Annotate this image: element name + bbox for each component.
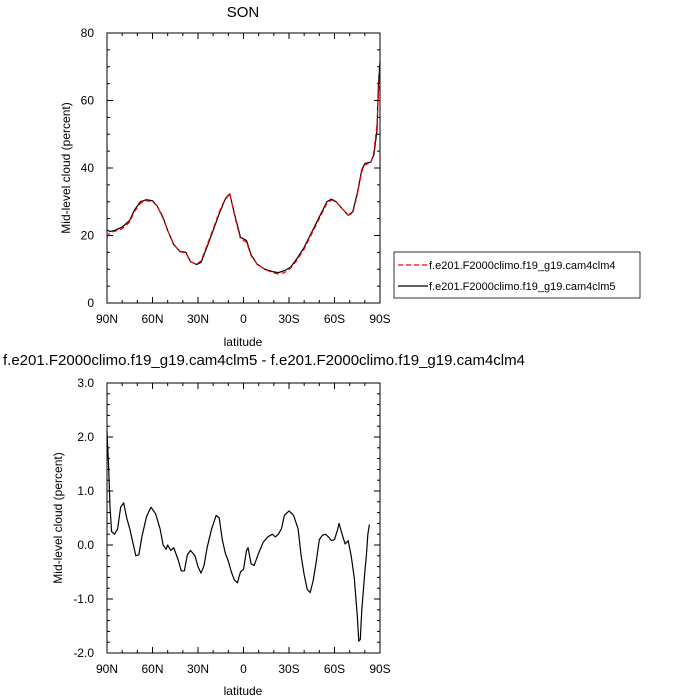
- top-panel: SON 90N 60N 30N 0 30S 60S 90S 0 20 40 60 80 latitu…: [59, 4, 391, 349]
- y-tick-label: 20: [81, 229, 95, 243]
- y-tick-label: -2.0: [73, 646, 94, 660]
- y-tick-label: 40: [81, 161, 95, 175]
- y-tick-label: 1.0: [77, 484, 94, 498]
- legend: f.e201.F2000climo.f19_g19.cam4clm4 f.e20…: [393, 251, 641, 299]
- legend-label-cam4clm5: f.e201.F2000climo.f19_g19.cam4clm5: [429, 281, 616, 293]
- y-tick-label: 3.0: [77, 376, 94, 390]
- x-tick-label: 90N: [96, 662, 118, 676]
- bottom-x-tick-labels: 90N 60N 30N 0 30S 60S 90S: [96, 662, 391, 676]
- x-tick-label: 60S: [324, 662, 345, 676]
- x-tick-label: 30S: [278, 312, 299, 326]
- bottom-y-tick-labels: -2.0 -1.0 0.0 1.0 2.0 3.0: [73, 376, 94, 660]
- top-x-axis-label: latitude: [224, 335, 263, 349]
- x-tick-label: 90N: [96, 312, 118, 326]
- bottom-y-axis-label: Mid-level cloud (percent): [51, 452, 65, 583]
- y-tick-label: -1.0: [73, 592, 94, 606]
- x-tick-label: 0: [240, 312, 247, 326]
- top-series-lines: [106, 61, 381, 275]
- top-chart-title: SON: [227, 4, 260, 21]
- top-x-tick-labels: 90N 60N 30N 0 30S 60S 90S: [96, 312, 391, 326]
- top-plot-frame: [106, 32, 381, 304]
- x-tick-label: 90S: [369, 662, 390, 676]
- x-tick-label: 30N: [187, 662, 209, 676]
- top-y-axis-label: Mid-level cloud (percent): [59, 102, 73, 233]
- legend-box: [393, 251, 641, 299]
- top-axis-ticks: [106, 32, 381, 304]
- x-tick-label: 0: [240, 662, 247, 676]
- legend-label-cam4clm4: f.e201.F2000climo.f19_g19.cam4clm4: [429, 260, 616, 272]
- y-tick-label: 0.0: [77, 538, 94, 552]
- y-tick-label: 80: [81, 26, 95, 40]
- y-tick-label: 2.0: [77, 430, 94, 444]
- bottom-chart-title: f.e201.F2000climo.f19_g19.cam4clm5 - f.e…: [3, 352, 525, 369]
- x-tick-label: 90S: [369, 312, 390, 326]
- x-tick-label: 30S: [278, 662, 299, 676]
- x-tick-label: 60N: [141, 662, 163, 676]
- bottom-plot-frame: [106, 382, 381, 654]
- series-line-0: [106, 431, 370, 642]
- x-tick-label: 60N: [141, 312, 163, 326]
- bottom-series-lines: [106, 431, 370, 642]
- x-tick-label: 30N: [187, 312, 209, 326]
- x-tick-label: 60S: [324, 312, 345, 326]
- top-y-tick-labels: 0 20 40 60 80: [81, 26, 95, 310]
- series-line-1: [106, 66, 381, 275]
- bottom-x-axis-label: latitude: [224, 684, 263, 698]
- bottom-axis-ticks: [106, 382, 381, 654]
- bottom-panel: f.e201.F2000climo.f19_g19.cam4clm5 - f.e…: [3, 352, 525, 698]
- y-tick-label: 60: [81, 94, 95, 108]
- y-tick-label: 0: [87, 296, 94, 310]
